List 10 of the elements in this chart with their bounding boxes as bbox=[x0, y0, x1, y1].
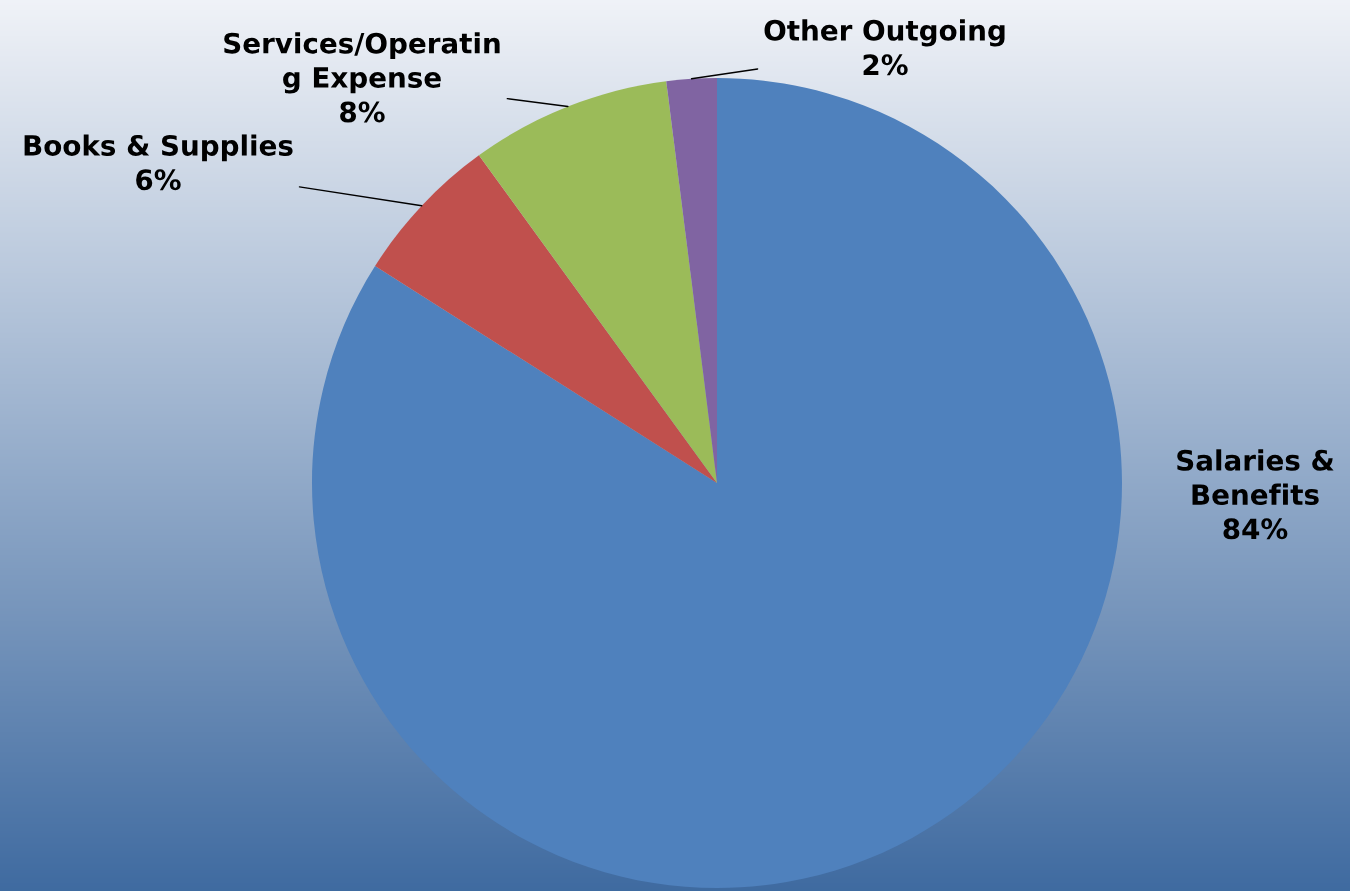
data-label: 8% bbox=[340, 101, 385, 123]
slice-label: Books & Supplies bbox=[24, 134, 293, 162]
slice-label: Salaries & Benefits bbox=[1177, 449, 1334, 506]
slice-label: Services/Operatin g Expense bbox=[224, 32, 500, 94]
data-label: 84% bbox=[1223, 518, 1288, 540]
data-label: 2% bbox=[863, 54, 908, 76]
pie-slice bbox=[375, 155, 717, 483]
data-label: 6% bbox=[136, 169, 181, 191]
pie-slice bbox=[478, 81, 717, 483]
slice-label: Other Outgoing bbox=[764, 19, 1005, 47]
